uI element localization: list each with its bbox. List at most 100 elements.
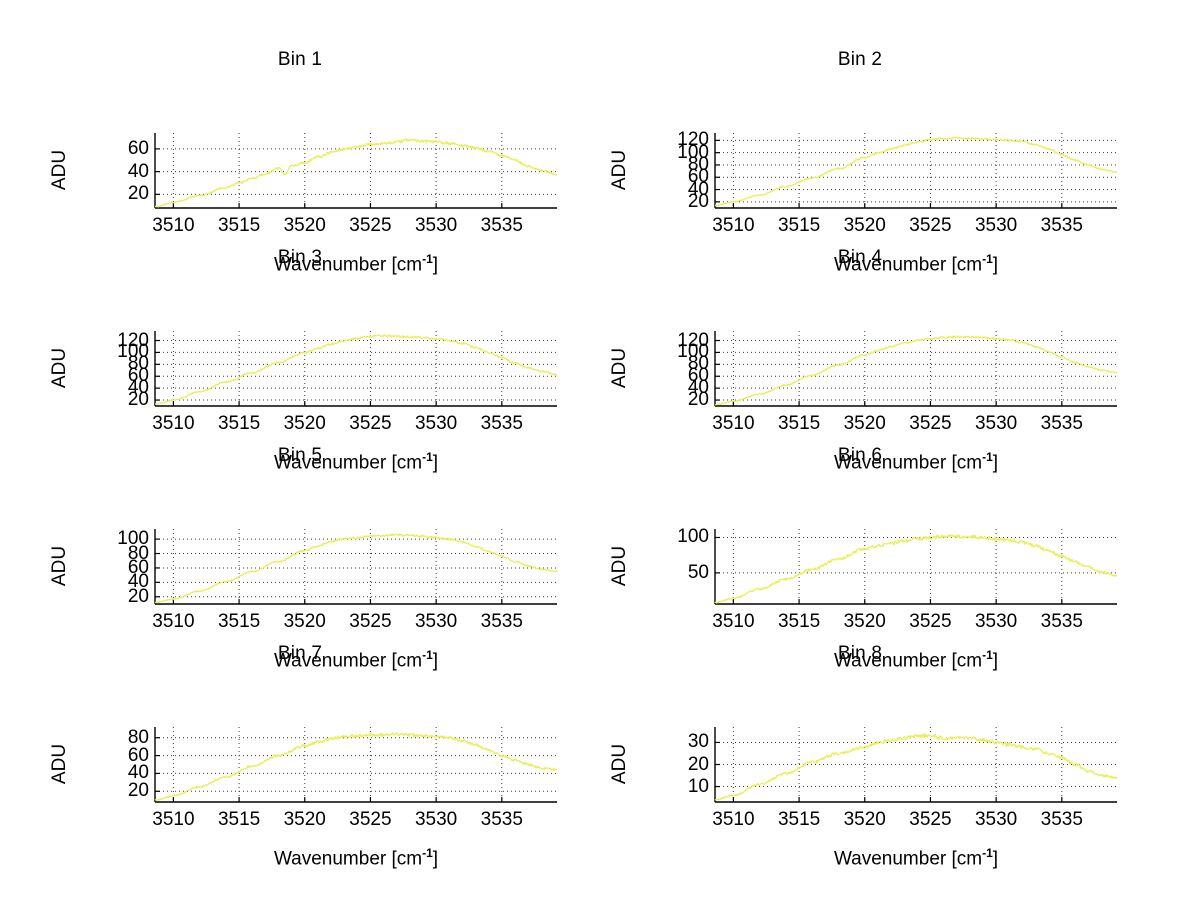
plot-area	[154, 133, 558, 209]
spectrum-line	[154, 533, 558, 604]
spectrum-line	[714, 136, 1118, 207]
x-tick-label: 3510	[152, 413, 195, 434]
x-tick-label: 3530	[414, 215, 458, 236]
x-tick-label: 3535	[1040, 215, 1083, 236]
subplot-title: Bin 6	[837, 445, 883, 466]
x-tick-label: 3515	[217, 215, 261, 236]
y-tick-label: 10	[687, 775, 709, 797]
y-axis-label: ADU	[609, 347, 630, 388]
x-axis-label-exponent: -1	[982, 846, 993, 860]
spectrum-line	[154, 138, 558, 208]
subplot-title: Bin 3	[277, 247, 323, 268]
x-axis-label-bracket: ]	[992, 452, 999, 474]
y-tick-label: 100	[117, 528, 149, 550]
y-tick-label: 100	[117, 341, 149, 363]
x-axis-label: Wavenumber [cm-1]	[155, 450, 557, 474]
subplot-title: Bin 8	[837, 643, 883, 664]
y-tick-label: 100	[677, 341, 709, 363]
x-axis-label-main: Wavenumber [cm	[273, 650, 423, 672]
y-tick-label: 80	[687, 153, 709, 175]
y-tick-label: 60	[127, 365, 149, 387]
y-tick-label: 60	[687, 166, 709, 188]
x-axis-label-exponent: -1	[422, 648, 433, 662]
y-tick-label: 60	[687, 365, 709, 387]
subplot-bin-5: Bin 5 20 40 60 80 100 3510 3515 3520 3525 3530 3535…	[0, 441, 600, 671]
x-axis-label: Wavenumber [cm-1]	[155, 846, 557, 870]
x-tick-label: 3510	[712, 611, 755, 632]
x-axis-label-exponent: -1	[422, 252, 433, 266]
y-tick-label: 40	[127, 762, 149, 784]
spectrum-line	[154, 334, 558, 405]
y-tick-label: 20	[127, 389, 149, 411]
y-axis-label: ADU	[609, 743, 630, 784]
y-tick-label: 120	[677, 129, 709, 151]
x-tick-label: 3520	[843, 611, 886, 632]
x-axis-label: Wavenumber [cm-1]	[715, 846, 1117, 870]
x-axis-label-bracket: ]	[992, 848, 999, 870]
x-tick-label: 3515	[217, 413, 261, 434]
y-tick-label: 40	[127, 377, 149, 399]
x-tick-label: 3525	[349, 611, 392, 632]
x-tick-label: 3530	[974, 809, 1018, 830]
x-tick-label: 3535	[480, 215, 523, 236]
y-axis-label: ADU	[49, 545, 70, 586]
x-tick-label: 3520	[843, 413, 886, 434]
y-tick-label: 100	[677, 526, 709, 548]
x-tick-label: 3525	[349, 215, 392, 236]
x-tick-label: 3525	[349, 413, 392, 434]
x-tick-label: 3525	[909, 413, 952, 434]
y-tick-label: 80	[127, 726, 149, 748]
spectrum-line	[714, 335, 1118, 406]
x-axis-label-exponent: -1	[422, 450, 433, 464]
y-tick-label: 40	[127, 160, 149, 182]
x-tick-label: 3530	[414, 809, 458, 830]
x-tick-label: 3525	[909, 215, 952, 236]
x-axis-label: Wavenumber [cm-1]	[715, 450, 1117, 474]
subplot-title: Bin 2	[837, 49, 883, 70]
x-axis-label-exponent: -1	[982, 252, 993, 266]
x-axis-label-main: Wavenumber [cm	[273, 848, 423, 870]
y-axis-label: ADU	[49, 149, 70, 190]
y-axis-label: ADU	[49, 743, 70, 784]
x-tick-label: 3515	[217, 809, 261, 830]
x-tick-label: 3520	[283, 215, 326, 236]
plot-area	[154, 331, 558, 407]
spectrum-line	[714, 733, 1118, 801]
x-axis-label: Wavenumber [cm-1]	[155, 252, 557, 276]
y-tick-label: 80	[127, 353, 149, 375]
y-axis-label: ADU	[49, 347, 70, 388]
plot-area	[154, 727, 558, 803]
y-tick-label: 30	[687, 731, 709, 753]
x-tick-label: 3510	[712, 215, 755, 236]
x-tick-label: 3535	[1040, 809, 1083, 830]
y-tick-label: 80	[687, 353, 709, 375]
x-axis-label: Wavenumber [cm-1]	[715, 648, 1117, 672]
x-tick-label: 3535	[1040, 611, 1083, 632]
subplot-title: Bin 4	[837, 247, 883, 268]
spectrum-line	[154, 731, 558, 802]
subplot-bin-7: Bin 7 20 40 60 80 3510 3515 3520 3525 3530 3535 ADU…	[0, 639, 600, 869]
subplot-bin-4: Bin 4 20 40 60 80 100 120 3510 3515 3520 3525 3530 3…	[560, 243, 1160, 473]
x-axis-label-bracket: ]	[992, 650, 999, 672]
x-axis-label: Wavenumber [cm-1]	[155, 648, 557, 672]
subplot-bin-3: Bin 3 20 40 60 80 100 120 3510 3515 3520 3525 3530 3…	[0, 243, 600, 473]
x-axis-label-main: Wavenumber [cm	[833, 848, 983, 870]
x-tick-label: 3530	[974, 413, 1018, 434]
x-axis-label-bracket: ]	[432, 650, 439, 672]
x-axis-label-bracket: ]	[992, 254, 999, 276]
y-tick-label: 20	[687, 753, 709, 775]
subplot-bin-6: Bin 6 50 100 3510 3515 3520 3525 3530 3535 ADU Wav…	[560, 441, 1160, 671]
y-tick-label: 60	[127, 556, 149, 578]
plot-area	[714, 331, 1118, 407]
y-tick-label: 20	[127, 780, 149, 802]
x-tick-label: 3530	[974, 611, 1018, 632]
x-tick-label: 3530	[414, 611, 458, 632]
x-tick-label: 3530	[414, 413, 458, 434]
y-axis-label: ADU	[609, 149, 630, 190]
x-tick-label: 3525	[909, 611, 952, 632]
x-tick-label: 3510	[152, 215, 195, 236]
x-tick-label: 3515	[777, 611, 821, 632]
x-tick-label: 3510	[712, 413, 755, 434]
y-tick-label: 100	[677, 141, 709, 163]
